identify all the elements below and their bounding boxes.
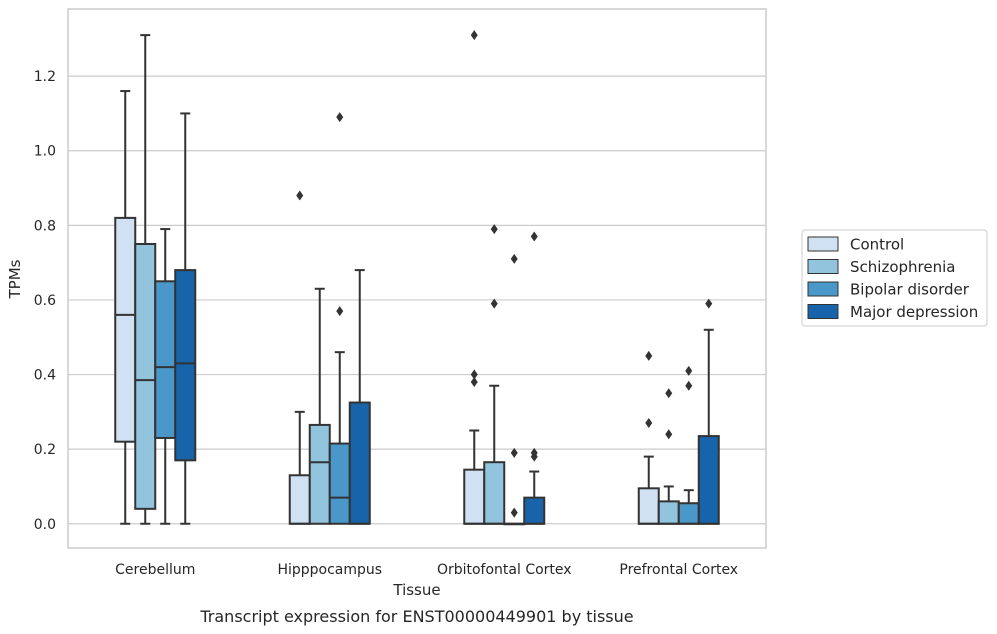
x-tick-labels: Cerebellum Hipppocampus Orbitofontal Corte… (115, 562, 738, 578)
outlier-point (336, 306, 344, 317)
outlier-point (685, 380, 693, 391)
y-tick-label: 0.6 (34, 293, 56, 309)
y-tick-label: 0.4 (34, 368, 56, 384)
legend-swatch (807, 304, 839, 319)
box-schizophrenia (657, 388, 680, 525)
chart-caption: Transcript expression for ENST0000044990… (199, 607, 633, 626)
box-body (697, 435, 720, 525)
y-tick-label: 0.8 (34, 218, 56, 234)
box-body (174, 269, 197, 462)
legend-frame (801, 229, 988, 327)
box-groups (114, 30, 720, 526)
box-major-depression (523, 231, 546, 525)
box-bipolar-disorder (328, 112, 351, 525)
box-bipolar-disorder (154, 228, 177, 525)
box-control (288, 190, 311, 525)
box-body (114, 216, 137, 443)
x-tick-label: Prefrontal Cortex (619, 562, 738, 578)
box-body (288, 474, 311, 525)
box-body (308, 423, 331, 525)
outlier-point (296, 190, 304, 201)
box-major-depression (174, 112, 197, 525)
y-tick-labels: 0.0 0.2 0.4 0.6 0.8 1.0 1.2 (34, 69, 56, 533)
plot-frame (67, 8, 767, 549)
outlier-point (510, 253, 518, 264)
x-tick-label: Orbitofontal Cortex (437, 562, 572, 578)
x-tick-label: Cerebellum (115, 562, 195, 578)
outlier-point (336, 112, 344, 123)
box-body (523, 496, 546, 525)
outlier-point (685, 365, 693, 376)
box-schizophrenia (134, 34, 157, 525)
legend-swatch (807, 236, 839, 252)
legend-label: Control (850, 236, 904, 254)
box-body (657, 500, 680, 525)
legend-label: Schizophrenia (850, 258, 955, 276)
x-tick-label: Hipppocampus (277, 562, 382, 578)
x-axis-label: Tissue (392, 581, 440, 599)
box-body (134, 242, 157, 510)
y-tick-label: 0.2 (34, 442, 56, 458)
box-body (637, 487, 660, 525)
box-control (637, 350, 660, 525)
y-axis-label: TPMs (6, 259, 24, 299)
box-schizophrenia (308, 287, 331, 525)
outlier-point (665, 429, 673, 440)
box-schizophrenia (483, 224, 506, 525)
outlier-point (490, 298, 498, 309)
outlier-point (530, 447, 538, 458)
box-body (348, 401, 371, 525)
outlier-point (470, 369, 478, 380)
outlier-point (490, 224, 498, 235)
outlier-point (645, 418, 653, 429)
outlier-point (470, 377, 478, 388)
box-body (154, 280, 177, 439)
box-body (483, 461, 506, 525)
y-tick-label: 1.2 (34, 69, 56, 85)
box-bipolar-disorder (503, 253, 526, 526)
outlier-point (510, 507, 518, 518)
box-body (463, 468, 486, 525)
legend-swatch (807, 281, 839, 297)
legend-label: Bipolar disorder (850, 281, 970, 299)
outlier-point (510, 447, 518, 458)
box-major-depression (697, 298, 720, 525)
box-bipolar-disorder (677, 365, 700, 525)
legend-label: Major depression (850, 303, 978, 321)
box-body (677, 502, 700, 525)
outlier-point (530, 231, 538, 242)
outlier-point (645, 350, 653, 361)
outlier-point (470, 30, 478, 41)
legend-swatch (807, 259, 839, 274)
legend: Control Schizophrenia Bipolar disorder Majo… (801, 229, 988, 327)
box-body (328, 442, 351, 525)
y-tick-label: 0.0 (34, 517, 56, 533)
box-major-depression (348, 269, 371, 525)
outlier-point (665, 388, 673, 399)
box-control (463, 30, 486, 525)
outlier-point (705, 298, 713, 309)
box-control (114, 90, 137, 525)
y-tick-label: 1.0 (34, 144, 56, 160)
